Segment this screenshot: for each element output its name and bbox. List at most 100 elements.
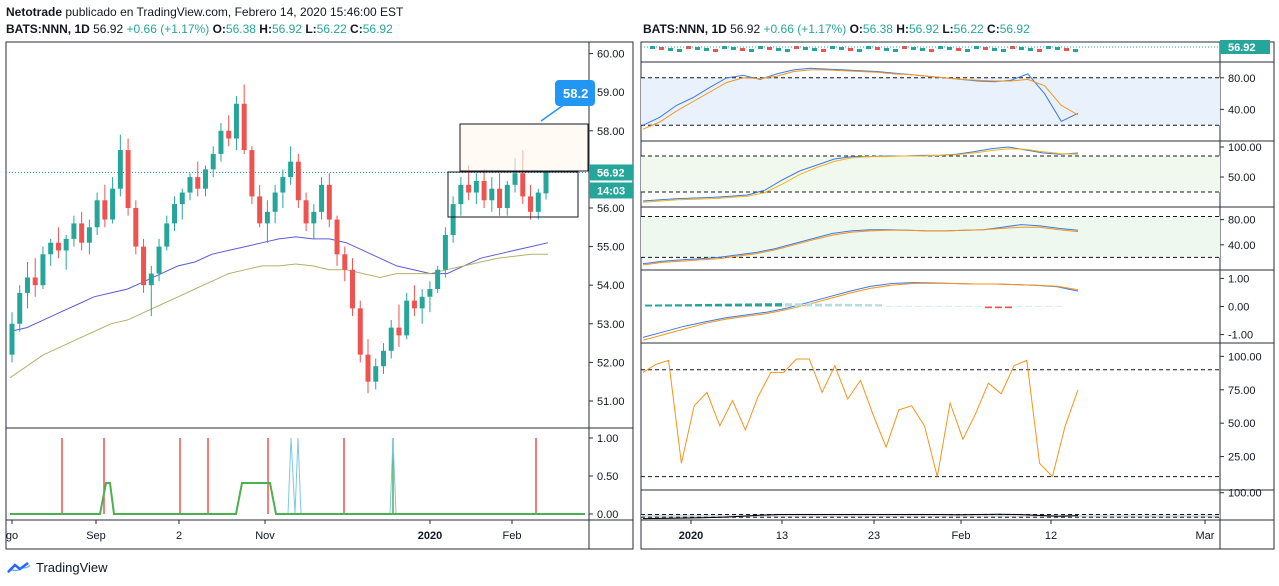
candle-body bbox=[17, 292, 23, 324]
candle-body bbox=[218, 130, 224, 154]
histogram-bar bbox=[915, 305, 922, 307]
price-tick-label: 52.00 bbox=[597, 357, 625, 369]
candle-body bbox=[319, 184, 325, 212]
candle-body bbox=[125, 150, 131, 208]
right-time-tick-label: 13 bbox=[776, 530, 788, 542]
ma-olive-line bbox=[9, 253, 548, 379]
price-tick-label: 56.00 bbox=[597, 203, 625, 215]
indicator-line-green bbox=[10, 482, 585, 515]
mini-candle bbox=[1019, 47, 1024, 50]
histogram-bar bbox=[775, 303, 782, 307]
right-price-tag-label: 56.92 bbox=[1228, 42, 1256, 54]
histogram-bar bbox=[945, 305, 952, 307]
mini-candle bbox=[830, 46, 835, 49]
histogram-bar bbox=[655, 304, 662, 307]
mini-candle bbox=[983, 47, 988, 50]
mini-candle bbox=[785, 49, 790, 52]
candle-body bbox=[350, 269, 356, 309]
candle-body bbox=[520, 173, 526, 197]
mini-candle bbox=[1064, 48, 1069, 51]
p4-tick-label: -1.00 bbox=[1228, 330, 1253, 342]
candle-body bbox=[249, 150, 255, 197]
left-last: 56.92 bbox=[93, 22, 124, 36]
time-tick-label: 2 bbox=[176, 530, 182, 542]
candle-body bbox=[156, 246, 162, 274]
candle-body bbox=[257, 196, 263, 224]
mini-candle bbox=[803, 47, 808, 50]
right-c-label: C: bbox=[987, 22, 1000, 36]
consolidation-box bbox=[447, 171, 579, 218]
histogram-bar bbox=[645, 304, 652, 307]
mini-candle bbox=[938, 46, 943, 49]
mini-candle bbox=[695, 47, 700, 50]
mini-candle bbox=[866, 46, 871, 49]
candle-body bbox=[504, 184, 510, 208]
histogram-bar bbox=[875, 304, 882, 307]
candle-body bbox=[295, 161, 301, 201]
right-time-tick-label: 12 bbox=[1045, 530, 1057, 542]
candle-body bbox=[117, 150, 123, 189]
p2-tick-label: 100.00 bbox=[1228, 142, 1262, 154]
price-tick-label: 53.00 bbox=[597, 319, 625, 331]
price-tick-label: 51.00 bbox=[597, 396, 625, 408]
p2-tick-label: 50.00 bbox=[1228, 172, 1256, 184]
candle-body bbox=[373, 366, 379, 382]
histogram-bar bbox=[785, 303, 792, 307]
candle-body bbox=[342, 254, 348, 270]
right-change: +0.66 (+1.17%) bbox=[763, 22, 847, 36]
mini-candle bbox=[911, 47, 916, 50]
histogram-bar bbox=[725, 303, 732, 307]
left-change: +0.66 (+1.17%) bbox=[126, 22, 210, 36]
histogram-bar bbox=[1035, 305, 1042, 307]
candle-body bbox=[411, 300, 417, 309]
right-chart-frame bbox=[640, 41, 1275, 550]
candle-body bbox=[48, 242, 54, 255]
candle-body bbox=[396, 327, 402, 336]
candles bbox=[9, 84, 549, 394]
histogram-bar bbox=[895, 305, 902, 307]
mini-candle bbox=[767, 47, 772, 50]
candle-body bbox=[535, 192, 541, 212]
candle-body bbox=[543, 172, 549, 194]
candle-body bbox=[512, 173, 518, 185]
histogram-bar bbox=[995, 306, 1002, 309]
right-h-label: H: bbox=[896, 22, 909, 36]
time-tick-label: Feb bbox=[503, 530, 522, 542]
p3-line-blue bbox=[642, 224, 1079, 265]
candle-body bbox=[179, 192, 185, 205]
histogram-bar bbox=[705, 303, 712, 307]
right-c: 56.92 bbox=[999, 22, 1030, 36]
mini-candle bbox=[992, 48, 997, 51]
histogram-bar bbox=[665, 304, 672, 307]
author-name: Netotrade bbox=[6, 5, 63, 19]
candle-body bbox=[311, 211, 317, 224]
histogram-bar bbox=[815, 303, 822, 307]
right-time-tick-label: 2020 bbox=[679, 530, 703, 542]
candle-body bbox=[202, 169, 208, 189]
histogram-bar bbox=[855, 304, 862, 307]
mini-candle bbox=[902, 46, 907, 49]
left-h: 56.92 bbox=[271, 22, 302, 36]
candle-body bbox=[427, 289, 433, 297]
mini-candle bbox=[812, 48, 817, 51]
histogram-bar bbox=[765, 303, 772, 307]
p1-tick-label: 40.00 bbox=[1228, 104, 1256, 116]
tradingview-brand[interactable]: TradingView bbox=[6, 560, 108, 575]
right-axes: 80.00 40.00 100.00 50.00 80.00 40.00 1.00 0.00 -… bbox=[679, 73, 1262, 542]
left-legend: BATS:NNN, 1D 56.92 +0.66 (+1.17%) O:56.3… bbox=[6, 22, 393, 36]
candle-body bbox=[357, 308, 363, 355]
right-time-tick-label: Feb bbox=[952, 530, 971, 542]
mini-candle bbox=[731, 47, 736, 50]
signal-spike-cyan bbox=[287, 437, 302, 515]
candle-body bbox=[9, 323, 15, 355]
left-price-tag-label: 56.92 bbox=[597, 167, 625, 179]
p4-tick-label: 0.00 bbox=[1228, 302, 1249, 314]
mini-candle bbox=[1046, 46, 1051, 49]
p2-line-blue bbox=[642, 146, 1079, 202]
mini-candle bbox=[1001, 49, 1006, 52]
histogram-bar bbox=[1025, 305, 1032, 307]
left-indicator-pane bbox=[10, 437, 585, 515]
tradingview-logo-icon bbox=[7, 561, 31, 573]
histogram-bar bbox=[1055, 305, 1062, 307]
